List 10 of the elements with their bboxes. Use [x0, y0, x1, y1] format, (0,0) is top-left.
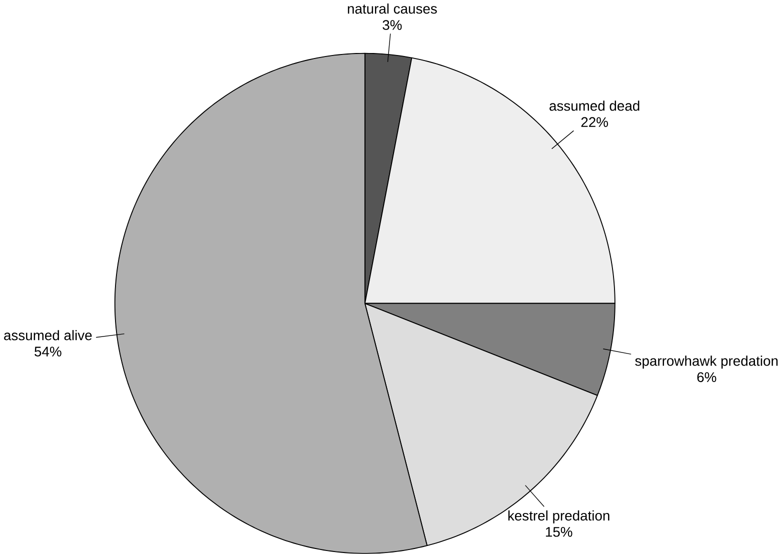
slice-label: assumed dead: [550, 100, 640, 111]
slice-label: natural causes: [348, 4, 437, 14]
data-label: 22%: [581, 117, 608, 128]
slice-label: assumed alive: [4, 330, 92, 340]
data-label: 6%: [697, 372, 716, 382]
data-label: 15%: [546, 527, 572, 537]
slice-label: sparrowhawk predation: [635, 356, 778, 369]
slice-label: kestrel predation: [508, 510, 610, 524]
data-label: 54%: [34, 346, 62, 357]
data-label: 3%: [382, 20, 402, 30]
